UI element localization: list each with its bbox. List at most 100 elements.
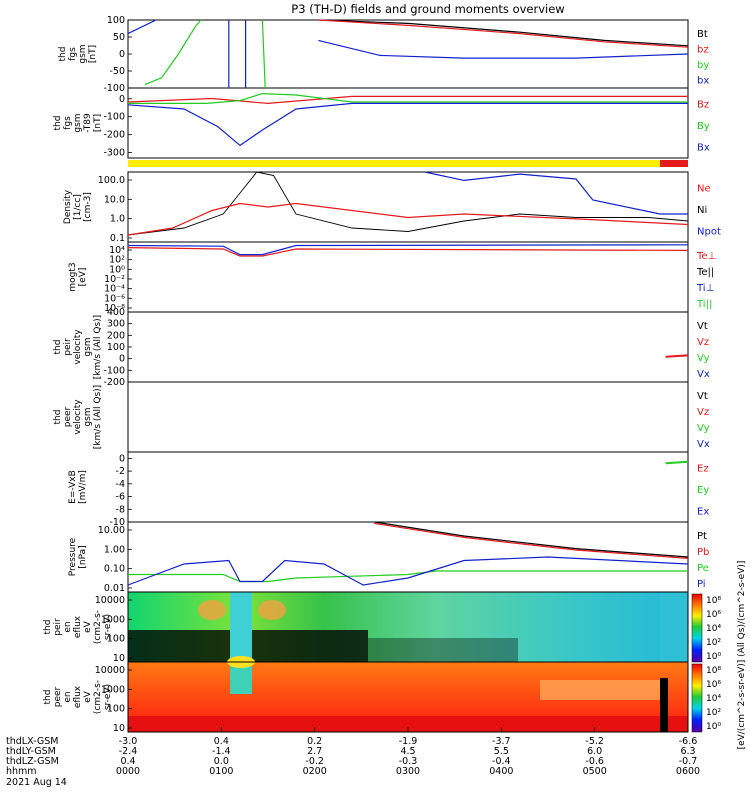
p1-bz-trace xyxy=(318,19,689,48)
p1-bx-start xyxy=(127,19,157,35)
panel-1-label-1: fgs xyxy=(68,47,78,61)
xaxis-col-4-row-0: -3.7 xyxy=(492,736,511,747)
xaxis-col-2-row-1: 2.7 xyxy=(307,746,322,757)
panel-8-ytick-5: -10 xyxy=(109,517,125,528)
panel-1-legend-2: by xyxy=(697,60,709,71)
panel-4-legend-0: Ne xyxy=(697,184,711,195)
panel-9-legend-1: Pb xyxy=(697,547,709,558)
panel-8-frame xyxy=(127,451,689,523)
electron-spectrogram xyxy=(127,656,689,733)
panel-10-label-6: sr-eV) xyxy=(103,614,113,640)
panel-10-ytick-2: 100 xyxy=(107,634,125,645)
panel-5-ytick-0: 10⁴ xyxy=(109,245,125,256)
panel-6-ytick-1: 300 xyxy=(107,319,125,330)
panel-9-legend-3: Pi xyxy=(697,579,706,590)
panel-8-ytick-3: -6 xyxy=(116,492,125,503)
panel-5-legend-0: Te⊥ xyxy=(696,251,716,262)
colorbar-1-tick-4: 10⁰ xyxy=(706,722,721,732)
colorbar-0-tick-1: 10⁶ xyxy=(706,610,721,620)
panel-11-label-3: eflux xyxy=(73,685,83,708)
panel-8-ytick-2: -4 xyxy=(116,479,125,490)
panel-8-ytick-0: 0 xyxy=(119,453,125,464)
panel-6-ytick-4: 0 xyxy=(119,354,125,365)
panel-9-label-0: Pressure xyxy=(68,537,78,576)
panel-1-ytick-3: -50 xyxy=(109,66,125,77)
panel-6-legend-1: Vz xyxy=(697,337,709,348)
panel-10-label-4: eV xyxy=(83,620,93,633)
panel-7-frame xyxy=(127,381,689,453)
panel-9-legend-0: Pt xyxy=(697,531,707,542)
panel-5-legend-1: Te|| xyxy=(696,267,714,278)
p9-pb-trace xyxy=(374,522,689,559)
xaxis-col-0-row-2: 0.4 xyxy=(120,756,135,767)
colorbar-label: [eV/(cm^2-s-sr-eV)] (All Qs)/(cm^2-s-eV)… xyxy=(737,561,747,750)
panel-4-label-2: [cm-3] xyxy=(83,192,93,222)
panel-9-label-1: [nPa] xyxy=(78,545,88,568)
xaxis-col-4-row-2: -0.4 xyxy=(492,756,511,767)
p4-npot-trace xyxy=(424,171,688,215)
xaxis-col-0-row-0: -3.0 xyxy=(119,736,138,747)
p9-pi-trace xyxy=(127,556,689,586)
panel-2-legend-1: By xyxy=(697,121,710,132)
panel-5-ytick-5: 10⁻⁶ xyxy=(104,293,125,304)
panel-4-legend-1: Ni xyxy=(697,205,707,216)
mode-bar-segment-1 xyxy=(128,160,660,167)
xaxis-col-2-row-2: -0.2 xyxy=(305,756,324,767)
panel-2-label-2: gsm xyxy=(73,113,83,132)
panel-1-legend-3: bx xyxy=(697,75,709,86)
panel-4-legend-2: Npot xyxy=(697,226,721,237)
xaxis-col-0-row-3: 0000 xyxy=(116,766,140,777)
panel-6-label-4: [km/s (All Qs)] xyxy=(93,315,103,379)
xaxis-row-label-0: thdLX-GSM xyxy=(6,736,58,747)
p9-pt-trace xyxy=(374,521,689,558)
panel-11-ytick-0: 10000 xyxy=(95,665,125,676)
p6-vz-trace xyxy=(665,354,689,358)
panel-4-label-1: [1/cc] xyxy=(73,194,83,220)
panel-2-legend-2: Bx xyxy=(697,142,710,153)
panel-2-ytick-0: 0 xyxy=(119,94,125,105)
colorbar-0-tick-3: 10² xyxy=(706,638,721,648)
panel-7-legend-0: Vt xyxy=(697,391,708,402)
xaxis-col-5-row-1: 6.0 xyxy=(587,746,602,757)
panel-10-label-0: thd xyxy=(43,620,53,635)
colorbar-1-tick-0: 10⁸ xyxy=(706,666,721,676)
panel-1-ytick-2: 0 xyxy=(119,49,125,60)
xaxis-row-label-3: hhmm xyxy=(6,766,37,777)
xaxis-col-3-row-2: -0.3 xyxy=(399,756,418,767)
panel-10-label-2: en xyxy=(63,621,73,632)
xaxis-col-5-row-0: -5.2 xyxy=(585,736,604,747)
xaxis-date: 2021 Aug 14 xyxy=(6,777,67,788)
panel-11-label-1: peer xyxy=(53,686,63,707)
panel-11-label-0: thd xyxy=(43,690,53,705)
p9-pe-trace xyxy=(128,570,688,583)
panel-6-ytick-6: -200 xyxy=(103,377,125,388)
panel-6-ytick-5: -100 xyxy=(103,365,125,376)
p4-ne-trace xyxy=(127,202,689,236)
panel-11-label-2: en xyxy=(63,691,73,702)
panel-6-ytick-3: 100 xyxy=(107,342,125,353)
panel-5-ytick-1: 10² xyxy=(109,255,125,266)
plot-title: P3 (TH-D) fields and ground moments over… xyxy=(291,2,564,16)
panel-8-ytick-1: -2 xyxy=(116,466,125,477)
panel-7-label-3: gsm xyxy=(83,407,93,426)
xaxis-col-6-row-2: -0.7 xyxy=(679,756,698,767)
panel-5-frame xyxy=(127,241,689,313)
panel-5-ytick-2: 10⁰ xyxy=(109,264,125,275)
panel-10-ytick-1: 1000 xyxy=(101,614,125,625)
xaxis-col-5-row-2: -0.6 xyxy=(585,756,604,767)
xaxis-col-2-row-0: 0.2 xyxy=(307,736,322,747)
p1-by-spike xyxy=(261,19,266,89)
panel-9-ytick-2: 0.10 xyxy=(104,564,125,575)
xaxis-col-3-row-3: 0300 xyxy=(396,766,420,777)
panel-10-ytick-3: 10 xyxy=(113,653,125,664)
p2-bz-trace xyxy=(127,95,688,105)
panel-2-label-3: -T89 xyxy=(83,113,93,133)
xaxis-row-label-2: thdLZ-GSM xyxy=(6,756,59,767)
panel-2-ytick-1: -100 xyxy=(103,112,125,123)
p5-tep-trace xyxy=(127,247,689,257)
panel-5-legend-3: Ti|| xyxy=(696,299,712,310)
xaxis-col-1-row-1: -1.4 xyxy=(212,746,231,757)
panel-7-label-4: [km/s (All Qs)] xyxy=(93,385,103,449)
panel-6-label-0: thd xyxy=(53,340,63,355)
